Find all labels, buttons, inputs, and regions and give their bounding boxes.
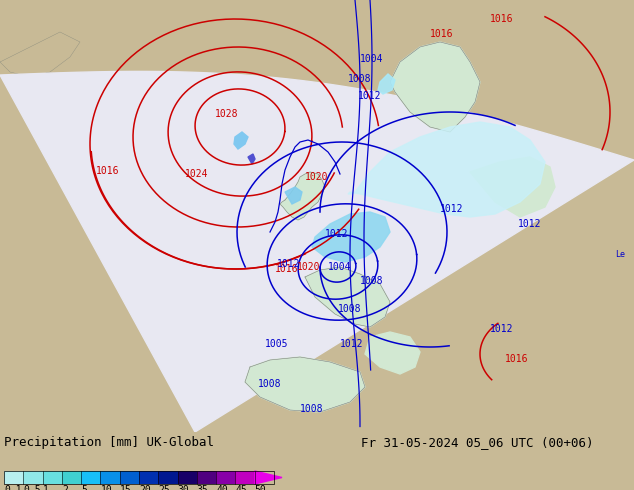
Polygon shape [248, 154, 255, 164]
Text: 1012: 1012 [518, 219, 541, 229]
Text: 2: 2 [62, 485, 68, 490]
Bar [120, 471, 139, 484]
Text: Precipitation [mm] UK-Global: Precipitation [mm] UK-Global [4, 436, 214, 449]
Text: 10: 10 [100, 485, 112, 490]
Polygon shape [305, 267, 390, 327]
Text: 1012: 1012 [490, 324, 514, 334]
Text: 40: 40 [216, 485, 228, 490]
Polygon shape [245, 357, 365, 412]
Text: Le: Le [615, 250, 625, 259]
Bar [235, 471, 255, 484]
Bar [158, 471, 178, 484]
Text: 15: 15 [120, 485, 131, 490]
Polygon shape [0, 32, 80, 77]
Text: 1008: 1008 [360, 276, 384, 286]
Bar [23, 471, 42, 484]
Text: 1008: 1008 [348, 74, 372, 84]
Text: 1016: 1016 [505, 354, 529, 364]
Polygon shape [390, 42, 480, 132]
Bar [4, 471, 274, 484]
Polygon shape [0, 72, 634, 432]
Text: 1016: 1016 [275, 264, 299, 274]
Polygon shape [470, 157, 555, 217]
Bar [216, 471, 235, 484]
Text: 0.1: 0.1 [4, 485, 22, 490]
Text: 1008: 1008 [258, 379, 281, 389]
Bar [100, 471, 120, 484]
Bar [42, 471, 62, 484]
Text: 5: 5 [81, 485, 87, 490]
Text: 1008: 1008 [300, 404, 323, 414]
Text: 1005: 1005 [265, 339, 288, 349]
Bar [178, 471, 197, 484]
Text: 1012: 1012 [325, 229, 349, 239]
Bar [4, 471, 23, 484]
Text: 1024: 1024 [185, 169, 209, 179]
Text: 0.5: 0.5 [23, 485, 41, 490]
Polygon shape [285, 187, 302, 204]
Polygon shape [540, 102, 634, 232]
Bar [62, 471, 81, 484]
Text: 1008: 1008 [338, 304, 361, 314]
Polygon shape [280, 172, 325, 220]
Text: 1020: 1020 [297, 262, 321, 272]
Text: 1004: 1004 [360, 54, 384, 64]
Text: 1: 1 [42, 485, 48, 490]
Bar [197, 471, 216, 484]
Text: 1016: 1016 [490, 14, 514, 24]
Polygon shape [0, 112, 100, 154]
Text: 1028: 1028 [215, 109, 238, 119]
Text: Fr 31-05-2024 05_06 UTC (00+06): Fr 31-05-2024 05_06 UTC (00+06) [361, 436, 594, 449]
Text: 20: 20 [139, 485, 151, 490]
Polygon shape [500, 12, 634, 87]
Text: 35: 35 [197, 485, 209, 490]
Bar [81, 471, 100, 484]
Text: 45: 45 [235, 485, 247, 490]
Polygon shape [348, 122, 545, 217]
Text: 1012: 1012 [340, 339, 363, 349]
Polygon shape [365, 332, 420, 374]
Text: 1004: 1004 [328, 262, 351, 272]
Polygon shape [255, 471, 282, 484]
Polygon shape [312, 212, 390, 262]
Text: 1016: 1016 [96, 166, 119, 176]
Bar [139, 471, 158, 484]
Text: 30: 30 [178, 485, 190, 490]
Text: 1020: 1020 [305, 172, 328, 182]
Text: 50: 50 [255, 485, 266, 490]
Text: 1012: 1012 [440, 204, 463, 214]
Polygon shape [234, 132, 248, 149]
Text: 25: 25 [158, 485, 170, 490]
Text: 1012: 1012 [277, 259, 301, 269]
Text: 1012: 1012 [358, 91, 382, 101]
Text: 1016: 1016 [430, 29, 453, 39]
Polygon shape [378, 74, 395, 94]
